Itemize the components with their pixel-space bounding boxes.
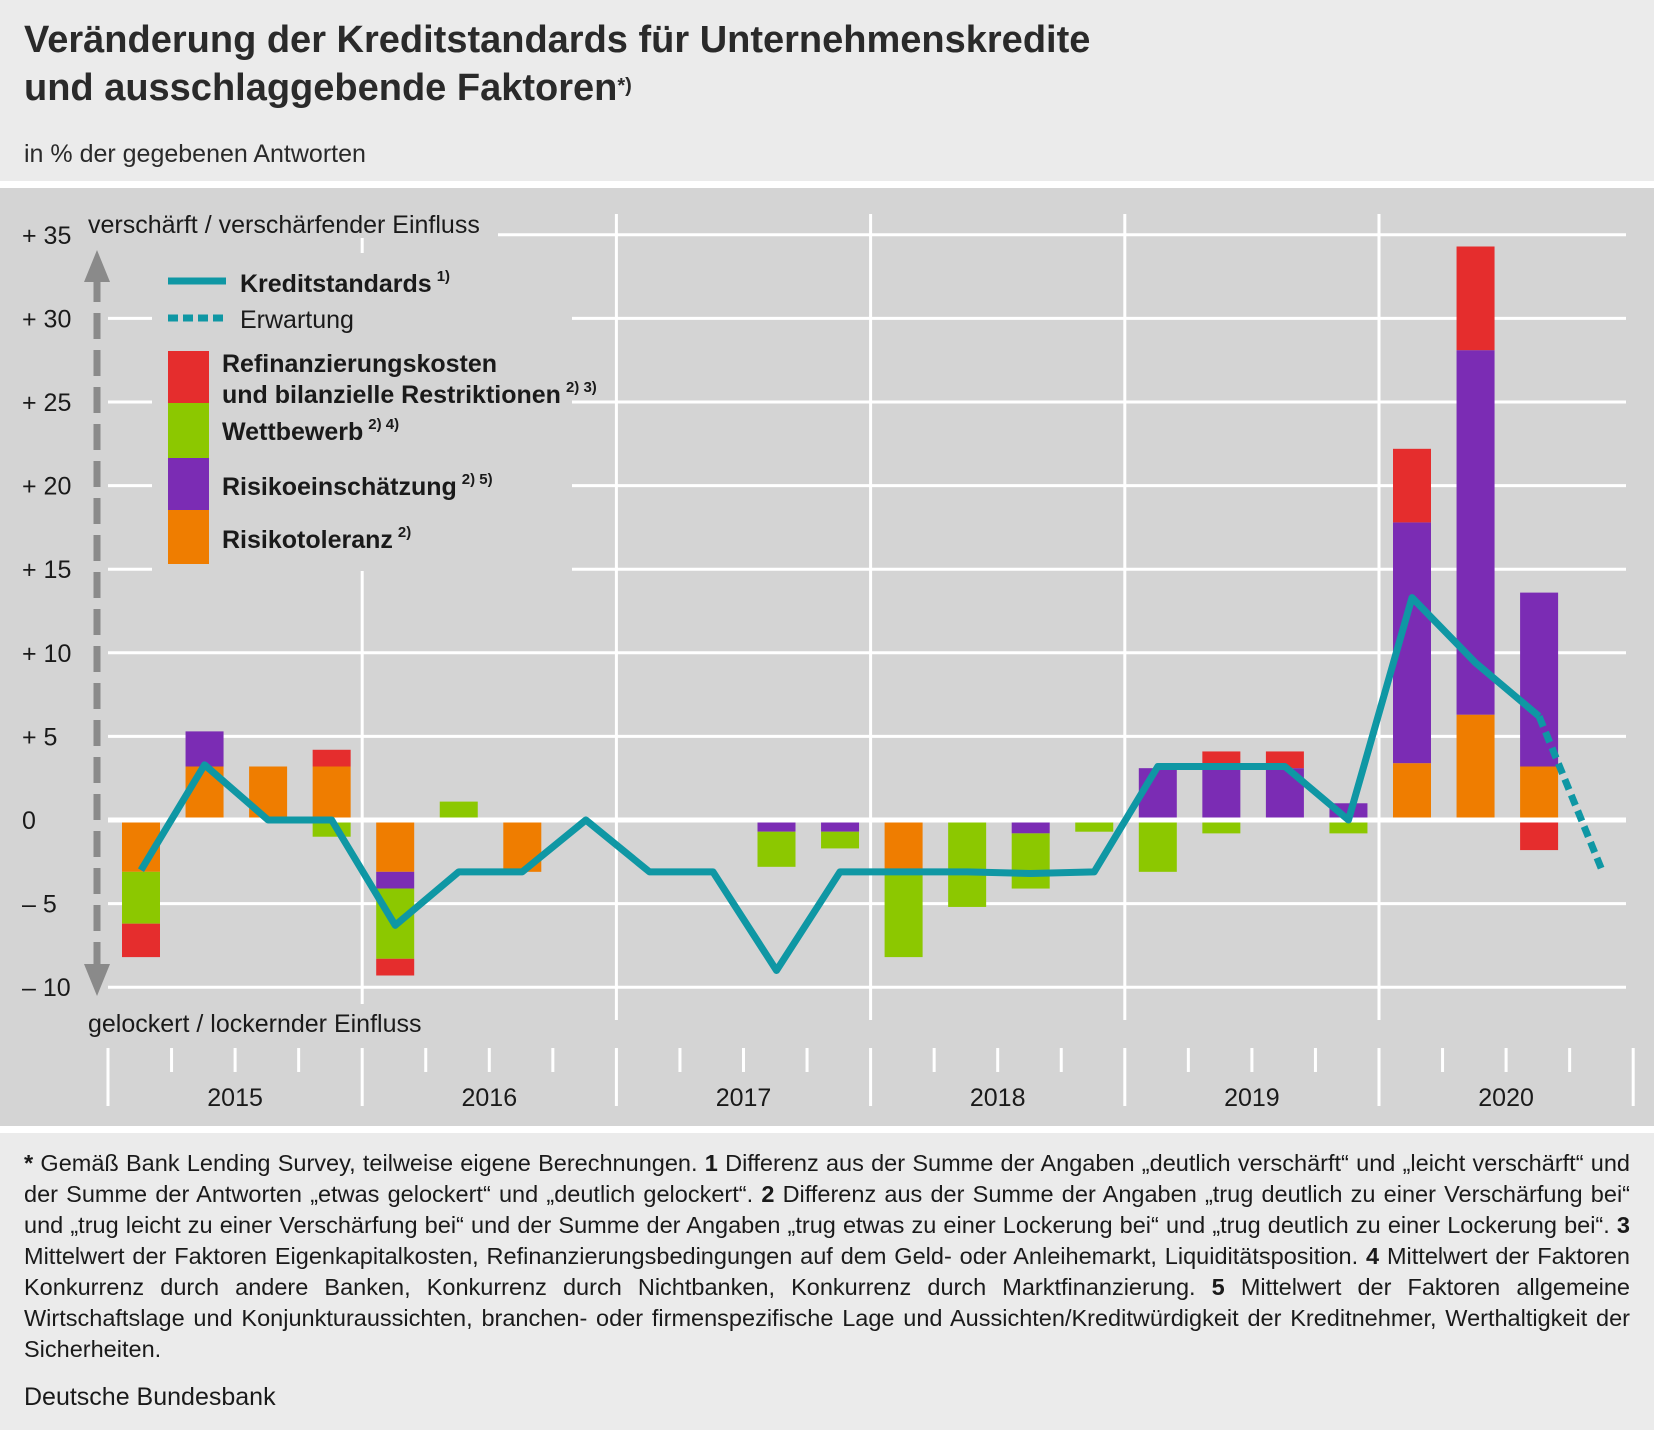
legend-refi-swatch bbox=[168, 351, 209, 403]
title-line-1: Veränderung der Kreditstandards für Unte… bbox=[24, 19, 1091, 61]
legend-tol-label: Risikotoleranz 2) bbox=[222, 524, 411, 554]
chart-title: Veränderung der Kreditstandards für Unte… bbox=[24, 16, 1224, 112]
footnote-text: Mittelwert der Faktoren Eigenkapitalkost… bbox=[24, 1243, 1367, 1269]
bar-segment bbox=[376, 871, 415, 889]
line-layer bbox=[138, 594, 1606, 974]
bar-segment bbox=[1393, 448, 1431, 523]
footnote-text: Gemäß Bank Lending Survey, teilweise eig… bbox=[33, 1150, 705, 1176]
kreditstandards-line bbox=[138, 594, 1542, 974]
legend-erwartung-label: Erwartung bbox=[240, 306, 354, 334]
y-tick-label: 0 bbox=[22, 807, 36, 835]
legend: Kreditstandards 1) Erwartung Refinanzieru… bbox=[152, 253, 597, 571]
bar-segment bbox=[1075, 820, 1114, 832]
bar-segment bbox=[122, 871, 160, 924]
legend-tol-swatch bbox=[168, 510, 209, 564]
source-label: Deutsche Bundesbank bbox=[24, 1383, 276, 1411]
axis-top-label-bg bbox=[84, 206, 498, 238]
footnote-mark: * bbox=[24, 1150, 34, 1176]
legend-bg bbox=[152, 253, 572, 571]
legend-wett-swatch bbox=[168, 403, 209, 458]
x-year-label: 2015 bbox=[207, 1084, 263, 1112]
bar-segment bbox=[1202, 820, 1241, 834]
bar-segment bbox=[1456, 246, 1495, 351]
footnote-mark: 1 bbox=[704, 1150, 718, 1176]
legend-risk-swatch bbox=[168, 458, 209, 510]
title-line-2: und ausschlaggebende Faktoren bbox=[24, 67, 618, 109]
legend-refi-label-1: Refinanzierungskosten bbox=[222, 350, 497, 378]
bar-segment bbox=[312, 749, 351, 767]
bar-segment bbox=[821, 820, 860, 832]
bar-segment bbox=[376, 820, 415, 872]
axis-direction-arrow bbox=[84, 250, 110, 996]
footnotes: * Gemäß Bank Lending Survey, teilweise e… bbox=[24, 1148, 1630, 1365]
bar-segment bbox=[312, 766, 351, 820]
footnote-mark: 2 bbox=[761, 1181, 775, 1207]
legend-wett-label: Wettbewerb 2) 4) bbox=[222, 416, 399, 446]
bar-segment bbox=[884, 871, 923, 958]
y-tick-label: + 10 bbox=[22, 640, 71, 668]
footer-separator bbox=[0, 1126, 1654, 1133]
axis-bottom-label: gelockert / lockernder Einfluss bbox=[88, 1010, 421, 1038]
x-year-label: 2018 bbox=[970, 1084, 1026, 1112]
bar-segment bbox=[122, 923, 160, 958]
title-footnote-mark: *) bbox=[617, 75, 632, 97]
bar-segment bbox=[884, 820, 923, 872]
bar-segment bbox=[821, 831, 860, 849]
legend-kreditstandards-label: Kreditstandards 1) bbox=[240, 268, 450, 298]
y-tick-label: + 20 bbox=[22, 473, 71, 501]
y-tick-label: + 15 bbox=[22, 556, 71, 584]
footnote-text: Differenz aus der Summe der Angaben „tru… bbox=[24, 1181, 1630, 1238]
footnote-mark: 3 bbox=[1616, 1212, 1630, 1238]
erwartung-line bbox=[1535, 715, 1606, 874]
axis-bottom-label-bg bbox=[84, 1004, 440, 1036]
bar-segment bbox=[757, 831, 796, 867]
footnote-text: Differenz aus der Summe der Angaben „deu… bbox=[24, 1150, 1630, 1207]
bar-segment bbox=[1011, 820, 1050, 834]
legend-risk-label: Risikoeinschätzung 2) 5) bbox=[222, 471, 493, 501]
axis-top-label: verschärft / verschärfender Einfluss bbox=[88, 211, 480, 239]
x-year-label: 2016 bbox=[461, 1084, 517, 1112]
footnote-text: Mittelwert der Faktoren Konkurrenz durch… bbox=[24, 1243, 1630, 1300]
bar-segment bbox=[1520, 592, 1559, 767]
x-year-label: 2020 bbox=[1478, 1084, 1534, 1112]
y-tick-label: + 30 bbox=[22, 305, 71, 333]
bar-segment bbox=[948, 820, 987, 907]
x-year-label: 2017 bbox=[716, 1084, 772, 1112]
legend-refi-label-2: und bilanzielle Restriktionen 2) 3) bbox=[222, 379, 597, 409]
footnote-mark: 4 bbox=[1366, 1243, 1380, 1269]
y-tick-label: – 5 bbox=[22, 891, 57, 919]
bar-segment bbox=[757, 820, 796, 832]
bar-segment bbox=[1202, 768, 1241, 820]
bar-segment bbox=[1329, 820, 1368, 834]
y-tick-label: – 10 bbox=[22, 974, 71, 1002]
header-separator bbox=[0, 181, 1654, 188]
footnote-text: Mittelwert der Faktoren allgemeine Wirts… bbox=[24, 1274, 1630, 1362]
bar-segment bbox=[1456, 714, 1495, 820]
chart-subtitle: in % der gegebenen Antworten bbox=[24, 140, 366, 168]
y-tick-label: + 25 bbox=[22, 389, 71, 417]
bar-segment bbox=[1520, 766, 1559, 820]
chart: + 35 + 30 + 25 + 20 + 15 + 10 + 5 0 – 5 – 10 2015 2… bbox=[0, 181, 1654, 1133]
bar-segment bbox=[439, 801, 478, 820]
bar-segment bbox=[185, 731, 224, 767]
footnote-mark: 5 bbox=[1211, 1274, 1225, 1300]
bar-segment bbox=[376, 958, 415, 976]
bar-segment bbox=[1520, 820, 1559, 851]
axis-layer: + 35 + 30 + 25 + 20 + 15 + 10 + 5 0 – 5 – 10 2015 2… bbox=[22, 222, 1635, 1112]
bar-segment bbox=[1138, 820, 1177, 872]
bar-segment bbox=[1011, 833, 1050, 889]
y-tick-label: + 5 bbox=[22, 723, 57, 751]
bar-segment bbox=[1393, 763, 1431, 820]
x-year-label: 2019 bbox=[1224, 1084, 1280, 1112]
y-tick-label: + 35 bbox=[22, 222, 71, 250]
